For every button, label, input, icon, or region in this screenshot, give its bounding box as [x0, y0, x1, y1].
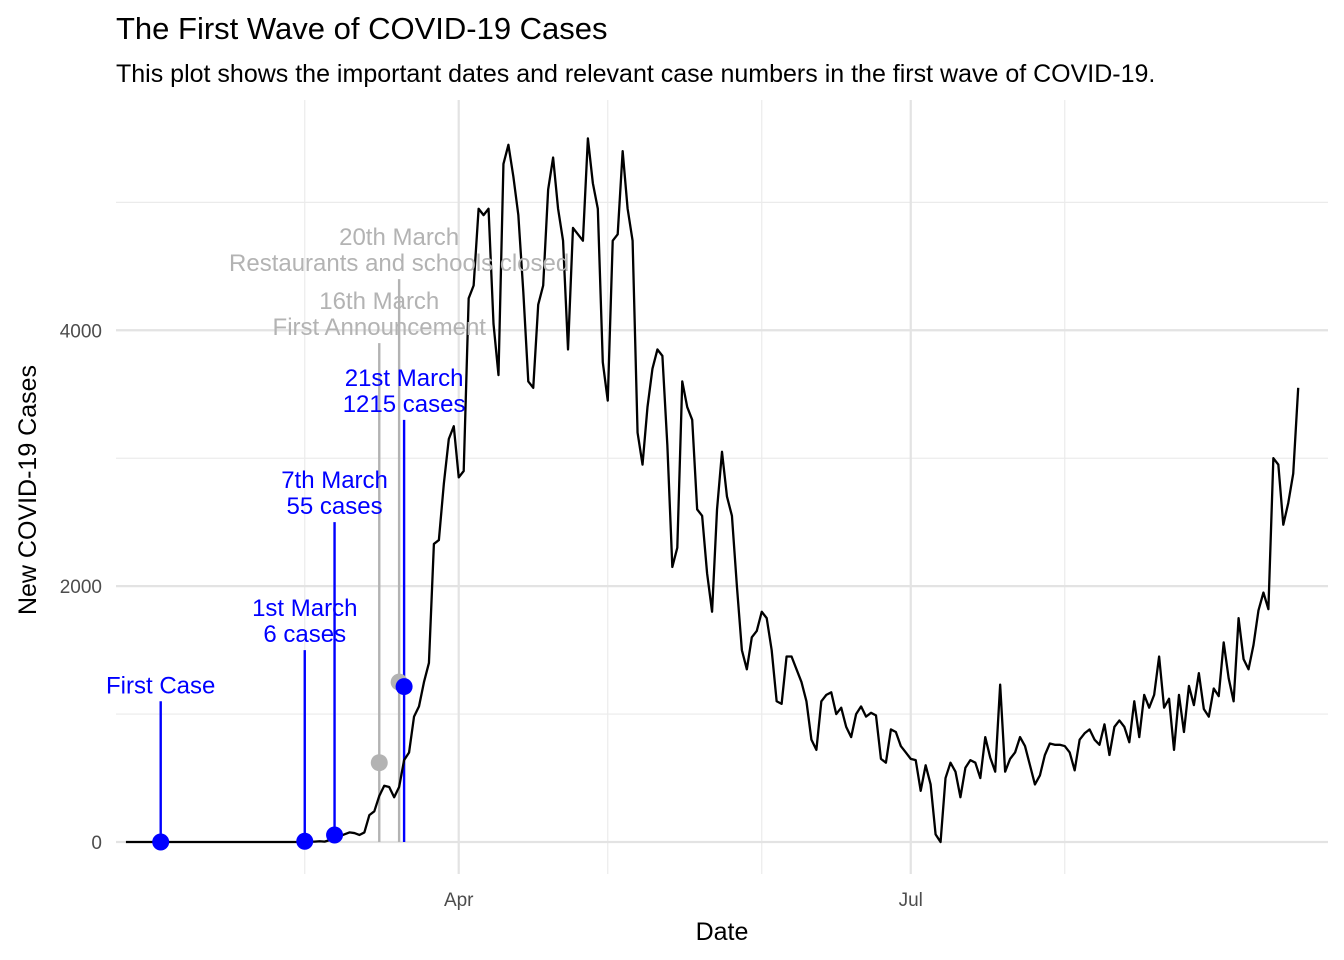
annotation-points [152, 673, 413, 851]
annotation-point [326, 826, 344, 844]
annotation-label: 7th March [281, 467, 388, 494]
chart-title: The First Wave of COVID-19 Cases [116, 11, 608, 46]
annotation-label: First Announcement [273, 314, 487, 341]
annotation-point [152, 833, 170, 851]
y-tick-label: 4000 [60, 321, 102, 342]
annotation-label: 20th March [339, 224, 459, 251]
annotation-label: 1st March [252, 595, 357, 622]
annotation-label: 6 cases [263, 621, 346, 648]
annotation-label: First Case [106, 672, 215, 699]
x-axis-title: Date [696, 918, 749, 946]
x-tick-label: Apr [444, 890, 474, 911]
annotation-label: 16th March [319, 288, 439, 315]
annotation-label: 1215 cases [343, 391, 466, 418]
x-tick-label: Jul [899, 890, 923, 911]
annotation-point [370, 754, 388, 772]
plot-gridlines [116, 100, 1328, 874]
annotation-lines [159, 279, 406, 843]
chart-subtitle: This plot shows the important dates and … [116, 60, 1155, 88]
y-axis-ticks: 0 2000 4000 [60, 321, 102, 854]
annotation-point [395, 678, 413, 696]
y-axis-title: New COVID-19 Cases [14, 365, 42, 615]
x-axis-ticks: Apr Jul [444, 890, 923, 911]
annotation-point [296, 832, 314, 850]
annotation-label: 55 cases [287, 493, 383, 520]
cases-line [125, 137, 1300, 844]
annotation-label: 21st March [345, 365, 464, 392]
y-tick-label: 0 [91, 833, 102, 854]
y-tick-label: 2000 [60, 577, 102, 598]
annotation-label: Restaurants and schools closed [229, 250, 569, 277]
